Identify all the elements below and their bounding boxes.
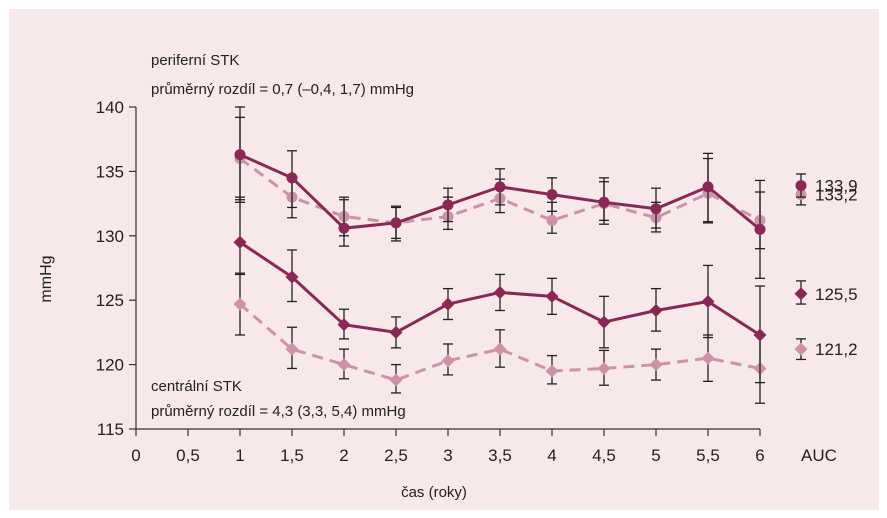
data-point <box>233 297 247 311</box>
data-point <box>494 181 506 193</box>
auc-value-label: 133,2 <box>815 186 858 205</box>
data-point <box>338 222 350 234</box>
data-point <box>754 223 766 235</box>
auc-layer: 133,2 121,2 133,9 125,5 <box>794 173 858 361</box>
data-point <box>545 289 559 303</box>
data-point <box>753 328 767 342</box>
data-point <box>597 315 611 329</box>
data-point <box>234 149 246 161</box>
x-tick-label: 0 <box>131 446 140 465</box>
data-point <box>389 373 403 387</box>
annotation-peripheral-diff: průměrný rozdíl = 0,7 (–0,4, 1,7) mmHg <box>151 81 414 98</box>
auc-marker <box>795 180 807 192</box>
auc-marker <box>794 287 808 301</box>
annotation-central-title: centrální STK <box>151 378 242 395</box>
x-axis-label: čas (roky) <box>401 484 467 501</box>
auc-point-0: 133,9 <box>795 173 858 198</box>
x-tick-label: 6 <box>755 446 764 465</box>
data-point <box>598 196 610 208</box>
y-tick-label: 130 <box>96 227 124 246</box>
line-chart: 115 120 125 130 135 140 0 0,5 1 1,5 2 2,5 3 3,5 4 4,5 5 5… <box>38 52 858 501</box>
x-tick-label: 2 <box>339 446 348 465</box>
x-tick-label: 4 <box>547 446 556 465</box>
annotation-peripheral-title: periferní STK <box>151 52 239 69</box>
auc-value-label: 125,5 <box>815 285 858 304</box>
data-point <box>545 364 559 378</box>
x-tick-label: 0,5 <box>176 446 200 465</box>
auc-point-2: 125,5 <box>794 280 858 305</box>
data-point <box>389 325 403 339</box>
data-point <box>493 285 507 299</box>
data-point <box>337 318 351 332</box>
auc-marker <box>794 342 808 356</box>
data-point <box>493 342 507 356</box>
data-point <box>546 214 558 226</box>
data-point <box>285 270 299 284</box>
x-tick-label: 3 <box>443 446 452 465</box>
data-point <box>701 294 715 308</box>
y-tick-label: 115 <box>97 420 124 439</box>
series-3-dashed <box>233 272 767 404</box>
y-axis-label: mmHg <box>38 255 55 302</box>
data-point <box>650 203 662 215</box>
series-2-solid <box>233 196 767 384</box>
auc-value-label: 133,9 <box>815 177 858 196</box>
data-point <box>390 217 402 229</box>
data-point <box>546 189 558 201</box>
data-point <box>649 304 663 318</box>
x-tick-label: 2,5 <box>384 446 408 465</box>
x-tick-label: 5,5 <box>696 446 720 465</box>
data-point <box>649 358 663 372</box>
x-tick-label-auc: AUC <box>801 446 837 465</box>
data-point <box>286 172 298 184</box>
data-point <box>441 354 455 368</box>
x-tick-label: 5 <box>651 446 660 465</box>
data-point <box>233 235 247 249</box>
auc-point-3: 121,2 <box>794 338 858 361</box>
data-point <box>337 358 351 372</box>
y-tick-label: 120 <box>96 356 124 375</box>
y-tick-label: 135 <box>96 162 124 181</box>
data-point <box>702 181 714 193</box>
data-point <box>597 361 611 375</box>
y-tick-label: 140 <box>96 98 124 117</box>
series-0-solid <box>234 106 766 279</box>
series-layer <box>233 106 767 404</box>
auc-value-label: 121,2 <box>815 340 858 359</box>
chart-panel: 115 120 125 130 135 140 0 0,5 1 1,5 2 2,5 3 3,5 4 4,5 5 5… <box>9 9 879 510</box>
x-tick-label: 1,5 <box>280 446 304 465</box>
data-point <box>442 199 454 211</box>
data-point <box>441 297 455 311</box>
x-tick-label: 4,5 <box>592 446 616 465</box>
data-point <box>285 342 299 356</box>
ticks: 115 120 125 130 135 140 0 0,5 1 1,5 2 2,5 3 3,5 4 4,5 5 5… <box>96 98 837 465</box>
x-tick-label: 1 <box>235 446 244 465</box>
data-point <box>701 351 715 365</box>
annotation-central-diff: průměrný rozdíl = 4,3 (3,3, 5,4) mmHg <box>151 403 406 420</box>
x-tick-label: 3,5 <box>488 446 512 465</box>
y-tick-label: 125 <box>96 291 124 310</box>
